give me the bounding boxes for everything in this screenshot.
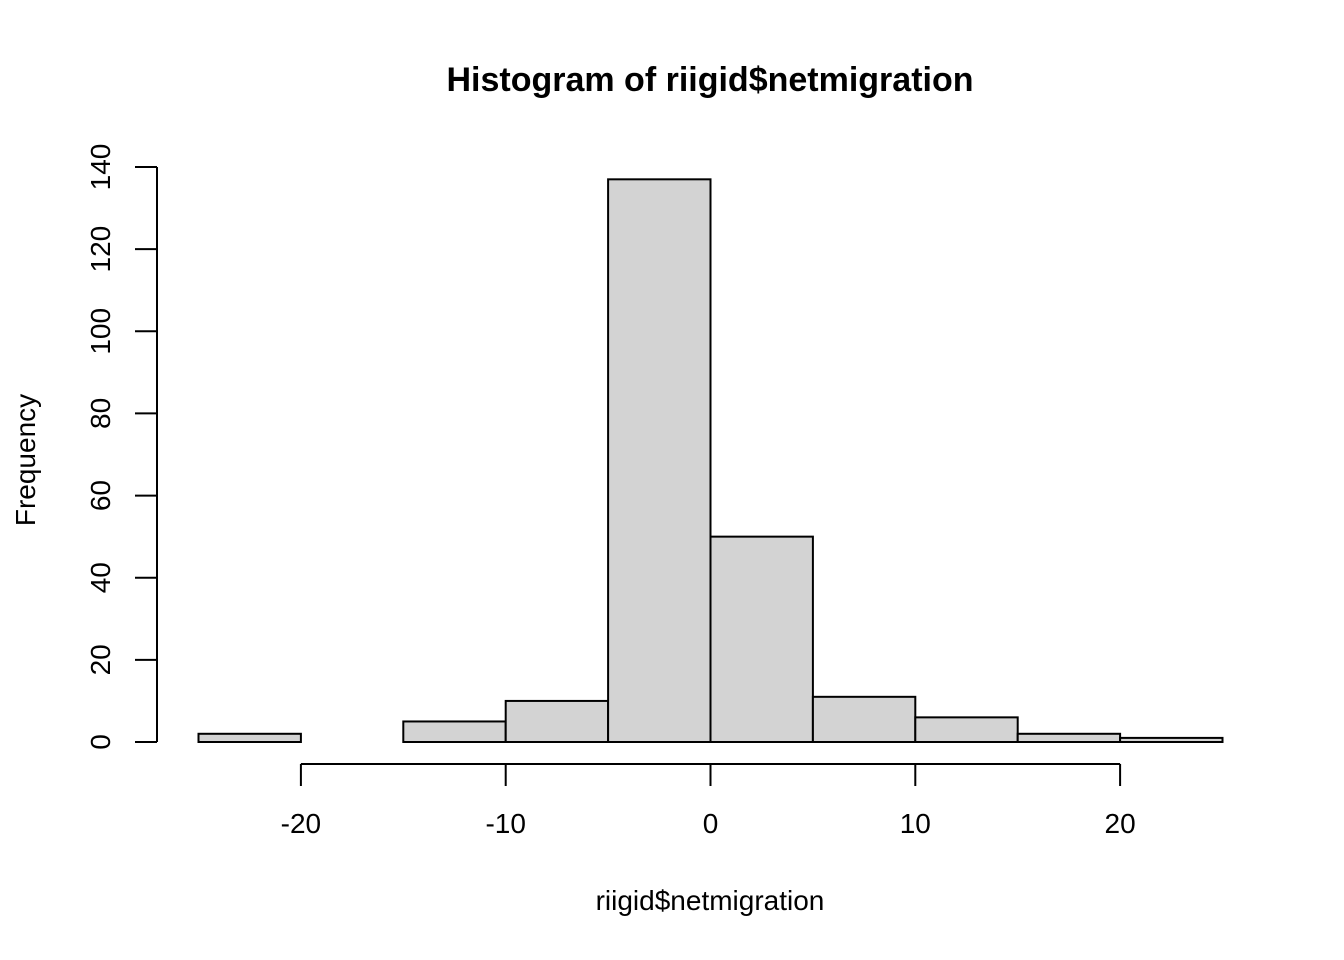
y-tick-label: 60 [85,480,116,511]
y-axis: 0 20 40 60 80 100 120 140 [85,144,158,750]
histogram-bar [709,535,814,744]
x-tick-label: 10 [900,808,931,839]
histogram-bar [607,178,712,744]
histogram-bar [1119,736,1224,744]
x-tick-label: -10 [485,808,525,839]
x-tick-label: 20 [1105,808,1136,839]
chart-title: Histogram of riigid$netmigration [446,61,973,99]
y-tick-label: 40 [85,562,116,593]
y-tick-label: 140 [85,144,116,191]
y-tick-label: 20 [85,644,116,675]
x-axis: -20 -10 0 10 20 [281,763,1136,839]
bars-group [197,178,1224,744]
histogram-bar [1016,732,1122,743]
y-tick-label: 0 [85,734,116,750]
y-tick-label: 80 [85,398,116,429]
histogram-bar [811,695,917,743]
x-axis-label: riigid$netmigration [596,885,825,916]
y-tick-label: 120 [85,226,116,273]
y-axis-label: Frequency [10,394,41,526]
histogram-bar [914,716,1019,743]
x-tick-label: -20 [281,808,321,839]
histogram-bar [402,720,507,744]
x-tick-label: 0 [703,808,719,839]
histogram-bar [197,732,302,743]
y-tick-label: 100 [85,308,116,355]
histogram-bar [504,699,610,744]
